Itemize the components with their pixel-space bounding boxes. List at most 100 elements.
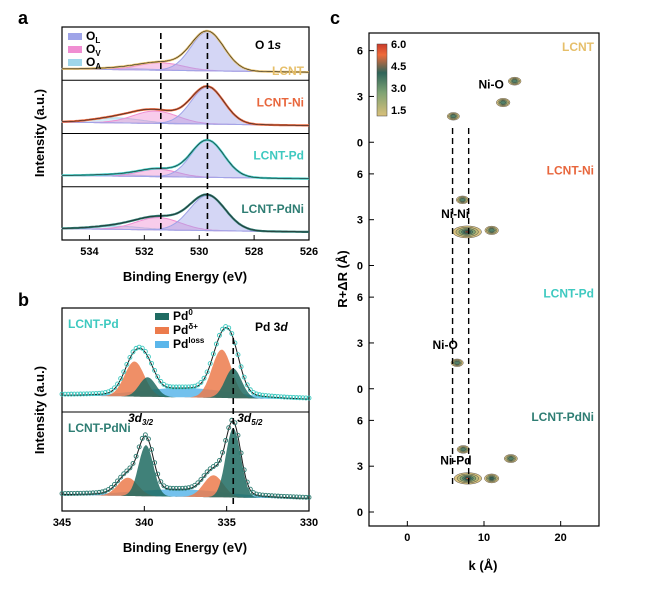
panel-b-data-point	[152, 367, 158, 373]
panel-c-bond-label: Ni-O	[432, 338, 457, 352]
panel-b-data-point	[226, 425, 232, 431]
panel-c-contour-LCNT-PdNi	[489, 477, 494, 480]
panel-b-data-point	[59, 491, 65, 497]
panel-a-legend-label: OA	[86, 55, 101, 71]
panel-c-contour-LCNT	[450, 114, 456, 119]
panel-b-annotation-sub: 5/2	[251, 418, 263, 427]
panel-b-annotation-sub: 3/2	[142, 418, 154, 427]
panel-a-component-OL	[62, 139, 309, 180]
panel-b-data-point	[145, 354, 151, 360]
panel-b-xlabel: Binding Energy (eV)	[123, 540, 247, 555]
panel-a-series-label: LCNT	[272, 64, 305, 78]
panel-b-data-point	[263, 393, 269, 399]
panel-b-data-point	[303, 494, 309, 500]
panel-b-data-point	[108, 484, 114, 490]
panel-c-contour-LCNT-Ni	[488, 228, 495, 233]
panel-c-series-label: LCNT-PdNi	[531, 410, 594, 424]
panel-a-fit-LCNT-PdNi	[61, 194, 309, 233]
panel-c-series-label: LCNT-Pd	[543, 287, 594, 301]
panel-a-xtick-label: 532	[135, 246, 153, 258]
panel-b-data-point	[217, 332, 222, 338]
panel-b-data-point	[238, 364, 244, 370]
panel-c-series-label: LCNT	[562, 40, 595, 54]
panel-a-legend-label-sub: A	[95, 62, 101, 71]
panel-b-data-point	[226, 325, 232, 331]
panel-b-data-point	[201, 375, 207, 381]
panel-b-data-point	[247, 486, 253, 492]
panel-b-series-label: LCNT-PdNi	[68, 421, 131, 435]
panel-b-data-point	[207, 361, 213, 367]
panel-b-data-point	[130, 460, 136, 466]
panel-b-data-point	[244, 479, 250, 485]
panel-b-legend-label-sub: 0	[188, 308, 193, 317]
panel-b-data-point	[130, 349, 136, 355]
panel-b-data-point	[244, 382, 250, 388]
panel-b-data-point	[93, 490, 99, 496]
panel-b-data-point	[260, 392, 266, 398]
panel-b-title: Pd 3d	[255, 320, 288, 334]
panel-a-legend-label-main: O	[86, 42, 95, 56]
panel-label-a: a	[18, 8, 29, 28]
panel-b-component-Pdloss	[62, 388, 309, 400]
panel-c-ytick-label: 6	[357, 415, 363, 427]
panel-b-data-point	[220, 449, 226, 455]
panel-b-data-point	[300, 494, 306, 500]
panel-b-data-point	[102, 390, 108, 396]
panel-b-data-point	[176, 485, 182, 491]
panel-b-data-point	[115, 478, 121, 484]
panel-b-data-point	[78, 391, 83, 397]
panel-b-data-point	[164, 485, 170, 491]
panel-a-xps-o1s: 534 532 530 528 526 LCNT LCNT-Ni LCNT-Pd LCNT-Pd…	[32, 26, 318, 284]
panel-b-data-point	[81, 391, 87, 397]
panel-a-series-label: LCNT-Pd	[253, 149, 304, 163]
panel-b-data-point	[272, 393, 278, 399]
panel-b-data-point	[300, 395, 306, 401]
panel-b-data-point	[288, 494, 293, 500]
panel-c-contour-LCNT-Ni	[465, 231, 469, 233]
panel-b-data-point	[183, 485, 188, 491]
panel-a-legend-label: OL	[86, 29, 100, 45]
panel-label-b: b	[18, 290, 29, 310]
panel-a-legend-label-main: O	[86, 29, 95, 43]
panel-b-xtick-label: 330	[300, 517, 318, 529]
panel-b-data-point	[87, 391, 93, 397]
panel-b-data-point	[84, 490, 90, 496]
panel-c-ytick-label: 3	[357, 91, 363, 103]
panel-a-component-OL	[62, 31, 309, 73]
panel-b-data-point	[284, 494, 290, 500]
panel-b-data-point	[152, 460, 158, 466]
panel-b-data-point	[136, 444, 142, 450]
panel-b-data-point	[189, 384, 195, 390]
panel-b-data-point	[127, 354, 133, 360]
panel-c-ytick-label: 3	[357, 215, 363, 227]
panel-c-ytick-label: 0	[357, 384, 363, 396]
panel-b-annotation: 3d5/2	[237, 411, 263, 427]
panel-b-legend-swatch	[155, 327, 169, 334]
panel-b-data-point	[201, 473, 207, 479]
panel-a-legend-swatch	[68, 33, 82, 40]
panel-a-legend-swatch	[68, 59, 82, 66]
panel-a-component-OL	[61, 195, 309, 233]
panel-c-bond-label: Ni-Ni	[441, 207, 469, 221]
panel-b-data-point	[164, 383, 170, 389]
panel-b-data-point	[127, 465, 133, 471]
panel-c-ytick-label: 6	[357, 46, 363, 58]
panel-b-data-point	[294, 494, 300, 500]
panel-b-data-point	[220, 326, 226, 332]
panel-b-series-label: LCNT-Pd	[68, 317, 119, 331]
panel-b-annotation-main: 3d	[237, 411, 252, 425]
panel-b-data-point	[269, 493, 275, 499]
panel-b-xtick-label: 335	[217, 517, 235, 529]
panel-b-data-point	[186, 384, 192, 390]
panel-b-data-point	[266, 493, 272, 498]
panel-c-ytick-label: 0	[357, 507, 363, 519]
panel-b-legend-label-main: Pd	[173, 323, 188, 337]
panel-b-data-point	[204, 369, 210, 375]
panel-b-data-point	[155, 374, 161, 380]
panel-b-data-point	[124, 361, 130, 367]
panel-b-data-point	[96, 489, 102, 495]
panel-b-data-point	[281, 494, 287, 499]
panel-b-data-point	[254, 391, 259, 397]
panel-b-data-point	[99, 390, 105, 396]
panel-b-data-point	[62, 391, 68, 397]
